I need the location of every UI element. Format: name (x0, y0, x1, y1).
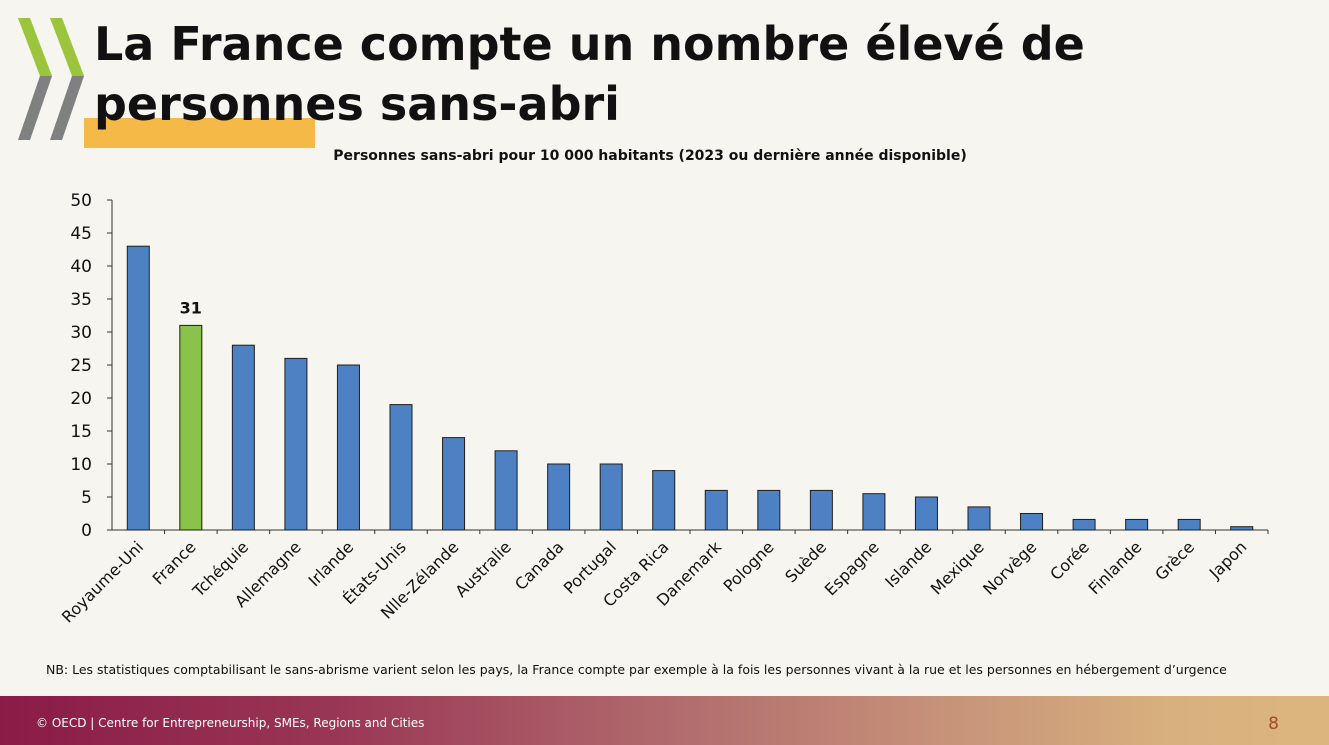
bar-irlande (336, 364, 360, 531)
footnote: NB: Les statistiques comptabilisant le s… (46, 662, 1227, 677)
bar-japon (1230, 526, 1254, 531)
y-tick-label: 30 (70, 323, 92, 343)
bar-espagne (862, 493, 886, 531)
bar-france (179, 324, 203, 531)
x-tick-label: Mexique (927, 537, 988, 598)
x-tick-label: Norvège (979, 537, 1040, 598)
y-tick-label: 5 (81, 488, 92, 508)
logo-gray-chevron-right (50, 76, 84, 140)
y-tick-label: 35 (70, 290, 92, 310)
y-tick-label: 10 (70, 455, 92, 475)
x-tick-label: Pologne (719, 537, 777, 595)
bar-finlande (1125, 518, 1149, 531)
bar-su-de (809, 489, 833, 531)
bar--tats-unis (389, 404, 413, 531)
bar-nlle-z-lande (442, 437, 466, 531)
page-title: La France compte un nombre élevé de pers… (94, 17, 1085, 131)
logo-gray-chevron-left (18, 76, 52, 140)
footer-bar: © OECD | Centre for Entrepreneurship, SM… (0, 696, 1329, 745)
bar-allemagne (284, 357, 308, 531)
bar-canada (547, 463, 571, 531)
x-tick-label: Espagne (821, 537, 883, 599)
bar-pologne (757, 489, 781, 531)
x-tick-label: Finlande (1085, 537, 1146, 598)
x-tick-label: Japon (1205, 537, 1251, 583)
bar-royaume-uni (126, 245, 150, 531)
oecd-logo (18, 18, 84, 140)
y-tick-label: 50 (70, 191, 92, 211)
data-label-france: 31 (180, 298, 202, 317)
x-tick-label: Corée (1046, 537, 1093, 584)
y-tick-label: 40 (70, 257, 92, 277)
footer-text: © OECD | Centre for Entrepreneurship, SM… (36, 716, 425, 730)
y-tick-label: 20 (70, 389, 92, 409)
bar-tch-quie (231, 344, 255, 531)
title-highlight (84, 118, 315, 148)
x-tick-label: Australie (451, 537, 515, 601)
x-tick-label: Irlande (304, 537, 357, 590)
bar-danemark (704, 489, 728, 531)
bar-cor-e (1072, 518, 1096, 531)
bar-norv-ge (1020, 513, 1044, 531)
bar-gr-ce (1177, 518, 1201, 531)
bar-australie (494, 450, 518, 531)
logo-green-chevron-left (18, 18, 52, 76)
page-number: 8 (1268, 714, 1279, 734)
logo-green-chevron-right (50, 18, 84, 76)
x-tick-label: Suède (781, 537, 830, 586)
bar-costa-rica (652, 470, 676, 531)
x-tick-label: Grèce (1151, 537, 1198, 584)
y-tick-label: 15 (70, 422, 92, 442)
x-tick-label: Royaume-Uni (58, 537, 147, 626)
bar-mexique (967, 506, 991, 531)
x-tick-label: Canada (511, 537, 567, 593)
x-tick-label: France (149, 537, 200, 588)
bar-portugal (599, 463, 623, 531)
chart-title: Personnes sans-abri pour 10 000 habitant… (333, 148, 967, 164)
y-tick-label: 0 (81, 521, 92, 541)
bar-islande (914, 496, 938, 531)
y-tick-label: 25 (70, 356, 92, 376)
y-tick-label: 45 (70, 224, 92, 244)
